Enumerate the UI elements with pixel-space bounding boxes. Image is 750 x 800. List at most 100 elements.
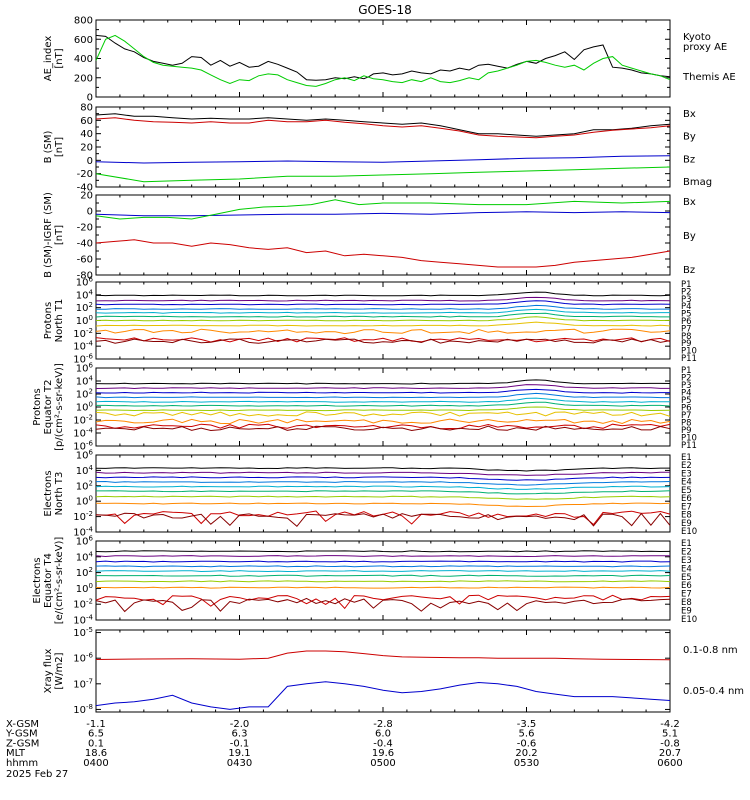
legend-entry: P8 bbox=[681, 332, 692, 342]
legend-entry: P4 bbox=[681, 302, 692, 312]
y-tick-label: 600 bbox=[74, 35, 93, 46]
series-line-p7 bbox=[95, 316, 671, 322]
panel-frame bbox=[95, 540, 671, 621]
series-line-bmag bbox=[95, 113, 671, 137]
series-line-p10 bbox=[95, 337, 671, 343]
x-axis-value: 18.6 bbox=[85, 748, 107, 759]
y-axis-label: Equator T2 bbox=[43, 380, 54, 435]
x-axis-value: 0600 bbox=[657, 758, 682, 769]
legend-entry: P8 bbox=[681, 419, 692, 429]
series-line-p3 bbox=[95, 388, 670, 394]
legend-entry: P2 bbox=[681, 374, 692, 384]
y-tick-label: 106 bbox=[76, 449, 94, 462]
y-tick-label: 0 bbox=[87, 156, 93, 167]
series-line-e4 bbox=[95, 480, 671, 486]
legend-entry: E1 bbox=[681, 539, 692, 549]
y-axis-label: North T1 bbox=[54, 299, 65, 343]
y-tick-label: 104 bbox=[76, 464, 94, 477]
legend-entry: P10 bbox=[681, 434, 697, 444]
panel-xray: 10-8 10-7 10-6 10-5 Xray flux [W/m2] 0.1-0.8 n… bbox=[43, 626, 744, 716]
y-tick-label: 102 bbox=[76, 388, 93, 401]
series-line-p8 bbox=[95, 321, 671, 327]
legend-entry: P11 bbox=[681, 441, 697, 451]
y-tick-label: 100 bbox=[76, 314, 93, 327]
series-line-e4 bbox=[95, 565, 671, 568]
x-axis-value: 19.1 bbox=[228, 748, 250, 759]
y-tick-label: 10-7 bbox=[73, 677, 93, 690]
series-line-p5 bbox=[95, 308, 670, 314]
series-line-bz bbox=[95, 239, 671, 268]
legend-entry: E7 bbox=[681, 502, 692, 512]
series-line-bz bbox=[95, 117, 671, 139]
legend-entry: E3 bbox=[681, 469, 692, 479]
series-line-e6 bbox=[96, 490, 671, 495]
series-line-bx bbox=[95, 155, 671, 164]
panel-frame bbox=[95, 19, 671, 98]
series-line-by bbox=[95, 166, 671, 183]
legend-entry: E8 bbox=[681, 511, 692, 521]
y-axis-label: Equator T4 bbox=[43, 553, 54, 608]
chart-title: GOES-18 bbox=[358, 3, 412, 17]
legend-entry: P10 bbox=[681, 347, 697, 357]
legend-entry: E8 bbox=[681, 598, 692, 608]
y-tick-label: -60 bbox=[77, 255, 93, 266]
series-line-e7 bbox=[95, 495, 671, 500]
series-line-p2 bbox=[95, 296, 671, 302]
x-axis-row-label: MLT bbox=[6, 748, 26, 759]
y-tick-label: 100 bbox=[76, 495, 93, 508]
legend-entry: P5 bbox=[681, 310, 692, 320]
legend-entry: Bx bbox=[683, 197, 696, 208]
legend-entry: P2 bbox=[681, 287, 692, 297]
y-tick-label: 10-2 bbox=[73, 327, 93, 340]
y-tick-label: 10-2 bbox=[73, 414, 93, 427]
x-axis-value: 5.6 bbox=[519, 729, 535, 740]
x-axis-value: -2.0 bbox=[230, 719, 250, 730]
y-tick-label: 80 bbox=[80, 103, 93, 114]
series-line-p9 bbox=[95, 418, 671, 425]
y-axis-label: [W/m2] bbox=[54, 652, 65, 689]
series-line-p7 bbox=[95, 406, 671, 412]
y-axis-label: B (SM)-IGRF (SM) bbox=[43, 192, 54, 278]
y-tick-label: 10-4 bbox=[73, 526, 93, 539]
y-tick-label: -20 bbox=[77, 169, 93, 180]
y-tick-label: 800 bbox=[74, 16, 93, 27]
legend-entry: P9 bbox=[681, 426, 692, 436]
panel-db: -80 -60 -40 -20 0 20 B (SM)-IGRF (SM) [nT] Bx By B… bbox=[43, 191, 696, 282]
x-axis-row-label: Z-GSM bbox=[6, 738, 39, 749]
series-line-bx bbox=[95, 211, 671, 217]
legend-entry: P3 bbox=[681, 381, 692, 391]
x-axis-value: -0.4 bbox=[373, 738, 393, 749]
x-axis-row-label: X-GSM bbox=[6, 719, 39, 730]
legend-entry: E6 bbox=[681, 494, 692, 504]
legend-entry: P1 bbox=[681, 366, 692, 376]
panel-frame bbox=[95, 454, 671, 533]
y-axis-label: B (SM) bbox=[43, 130, 54, 163]
y-tick-label: 100 bbox=[76, 582, 93, 595]
x-axis-value: 0400 bbox=[83, 758, 108, 769]
y-tick-label: -80 bbox=[77, 271, 93, 282]
x-axis-value: 6.3 bbox=[232, 729, 248, 740]
legend-entry: E6 bbox=[681, 581, 692, 591]
legend-entry: E2 bbox=[681, 461, 692, 471]
legend-entry: E2 bbox=[681, 547, 692, 557]
y-tick-label: 20 bbox=[80, 143, 93, 154]
y-axis-label: [p/(cm²-s-sr-keV)] bbox=[54, 363, 65, 451]
series-line-e7 bbox=[95, 580, 671, 583]
series-line-p1 bbox=[95, 291, 671, 297]
legend-entry: P6 bbox=[681, 404, 692, 414]
y-tick-label: 40 bbox=[80, 129, 93, 140]
legend-entry: P1 bbox=[681, 280, 692, 290]
legend-entry: Themis AE bbox=[682, 72, 736, 83]
panel-b: -40 -20 0 20 40 60 80 B (SM) [nT] Bx By Bz Bmag bbox=[43, 103, 712, 194]
date-label: 2025 Feb 27 bbox=[6, 769, 68, 780]
y-tick-label: 200 bbox=[74, 73, 93, 84]
x-axis-row-label: Y-GSM bbox=[5, 729, 38, 740]
legend-entry: Bx bbox=[683, 109, 696, 120]
legend-entry: Kyoto bbox=[683, 32, 711, 43]
legend-entry: E9 bbox=[681, 607, 692, 617]
series-line-p6 bbox=[96, 401, 671, 407]
y-tick-label: 100 bbox=[76, 401, 93, 414]
y-axis-label: Protons bbox=[32, 388, 43, 425]
legend-entry: 0.1-0.8 nm bbox=[683, 645, 738, 656]
y-axis-label: Electrons bbox=[43, 470, 54, 516]
